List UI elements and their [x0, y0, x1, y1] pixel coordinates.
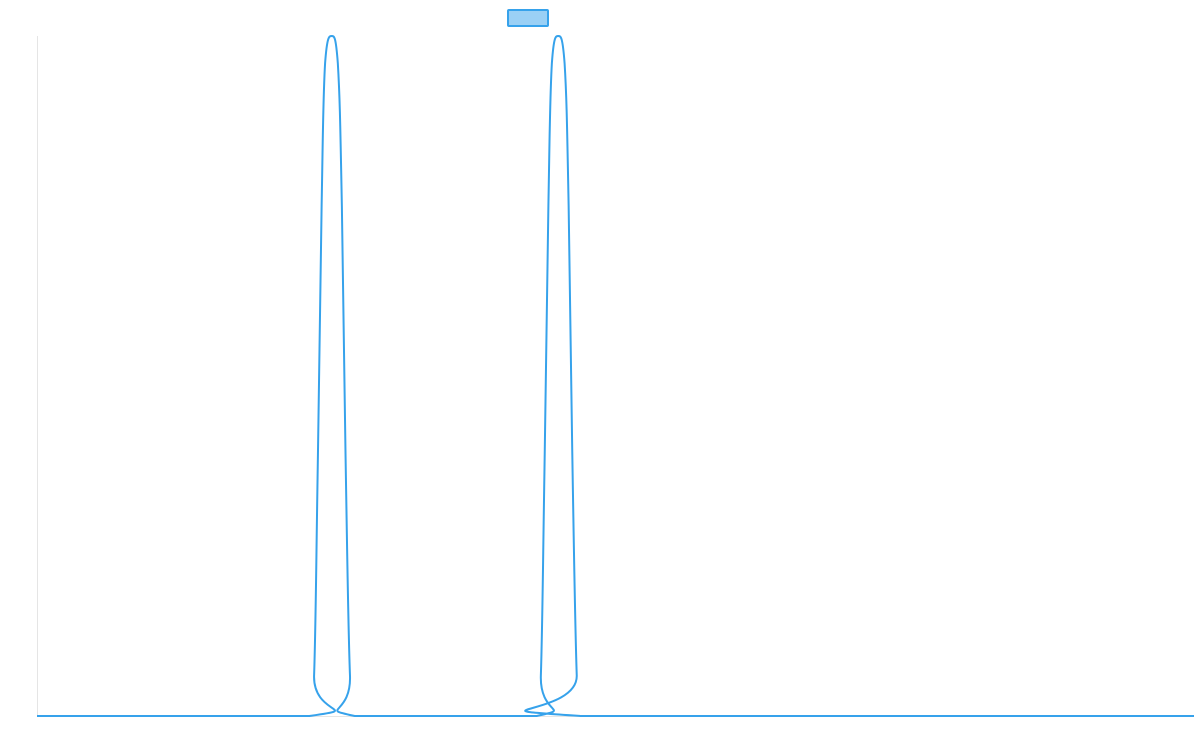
data-point[interactable] — [574, 672, 580, 678]
data-point[interactable] — [541, 475, 547, 481]
series-layer — [34, 33, 1197, 719]
data-point[interactable] — [347, 672, 353, 678]
data-point[interactable] — [315, 475, 321, 481]
data-point[interactable] — [1191, 713, 1197, 719]
data-point[interactable] — [562, 60, 568, 66]
data-point[interactable] — [549, 60, 555, 66]
data-point[interactable] — [319, 203, 325, 209]
data-point[interactable] — [555, 33, 561, 39]
data-point[interactable] — [578, 713, 584, 719]
data-point[interactable] — [34, 713, 40, 719]
data-point[interactable] — [329, 33, 335, 39]
data-point[interactable] — [566, 203, 572, 209]
series-line-0[interactable] — [37, 35, 1194, 718]
data-point[interactable] — [306, 713, 312, 719]
data-point[interactable] — [339, 203, 345, 209]
data-point[interactable] — [545, 203, 551, 209]
data-point[interactable] — [538, 672, 544, 678]
data-point[interactable] — [570, 475, 576, 481]
data-point[interactable] — [335, 60, 341, 66]
legend-swatch[interactable] — [507, 9, 549, 27]
data-point[interactable] — [352, 713, 358, 719]
data-point[interactable] — [534, 713, 540, 719]
data-point[interactable] — [343, 475, 349, 481]
legend[interactable] — [507, 9, 549, 27]
data-point[interactable] — [311, 672, 317, 678]
data-point[interactable] — [322, 60, 328, 66]
